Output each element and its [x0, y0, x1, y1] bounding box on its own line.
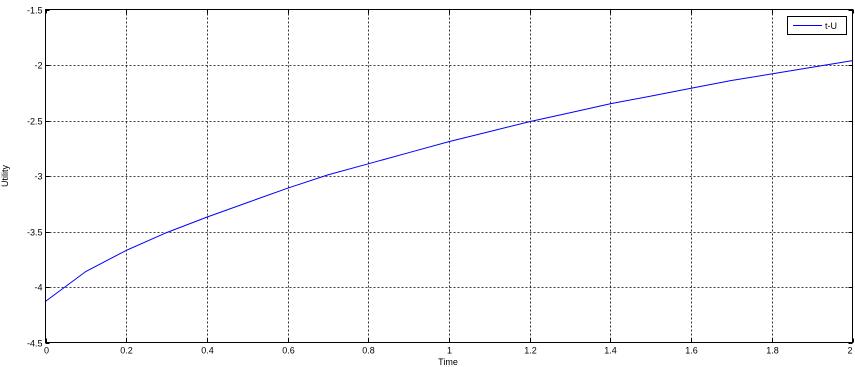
- x-axis-label: Time: [438, 357, 458, 367]
- x-tick-label: 1: [447, 346, 452, 356]
- x-tick-label: 1.2: [524, 346, 537, 356]
- y-tick-label: -3.5: [27, 228, 43, 238]
- y-axis-label: Utility: [0, 165, 10, 187]
- tick-layer: 0 0.2 0.4 0.6 0.8 1 1.2 1.4 1.6 1.8 2 -1.5 -2 -2.5 -3 -…: [27, 6, 854, 356]
- x-tick-label: 0.8: [362, 346, 375, 356]
- x-tick-label: 2: [847, 346, 852, 356]
- legend: t-U: [787, 16, 847, 35]
- y-tick-label: -4: [34, 283, 42, 293]
- grid-lines: [45, 9, 853, 343]
- series-line-t-U: [45, 60, 853, 302]
- x-tick-label: 0.6: [282, 346, 295, 356]
- x-tick-label: 0.4: [201, 346, 214, 356]
- legend-label-t-U: t-U: [825, 21, 837, 31]
- y-tick-label: -2.5: [27, 117, 43, 127]
- y-tick-label: -4.5: [27, 339, 43, 349]
- y-tick-label: -3: [34, 172, 42, 182]
- y-tick-label: -1.5: [27, 6, 43, 16]
- x-tick-label: 0.2: [120, 346, 133, 356]
- y-tick-label: -2: [34, 61, 42, 71]
- series-layer: [45, 60, 853, 302]
- x-tick-label: 1.6: [685, 346, 698, 356]
- x-tick-label: 1.8: [766, 346, 779, 356]
- x-tick-label: 1.4: [604, 346, 617, 356]
- x-tick-label: 0: [44, 346, 49, 356]
